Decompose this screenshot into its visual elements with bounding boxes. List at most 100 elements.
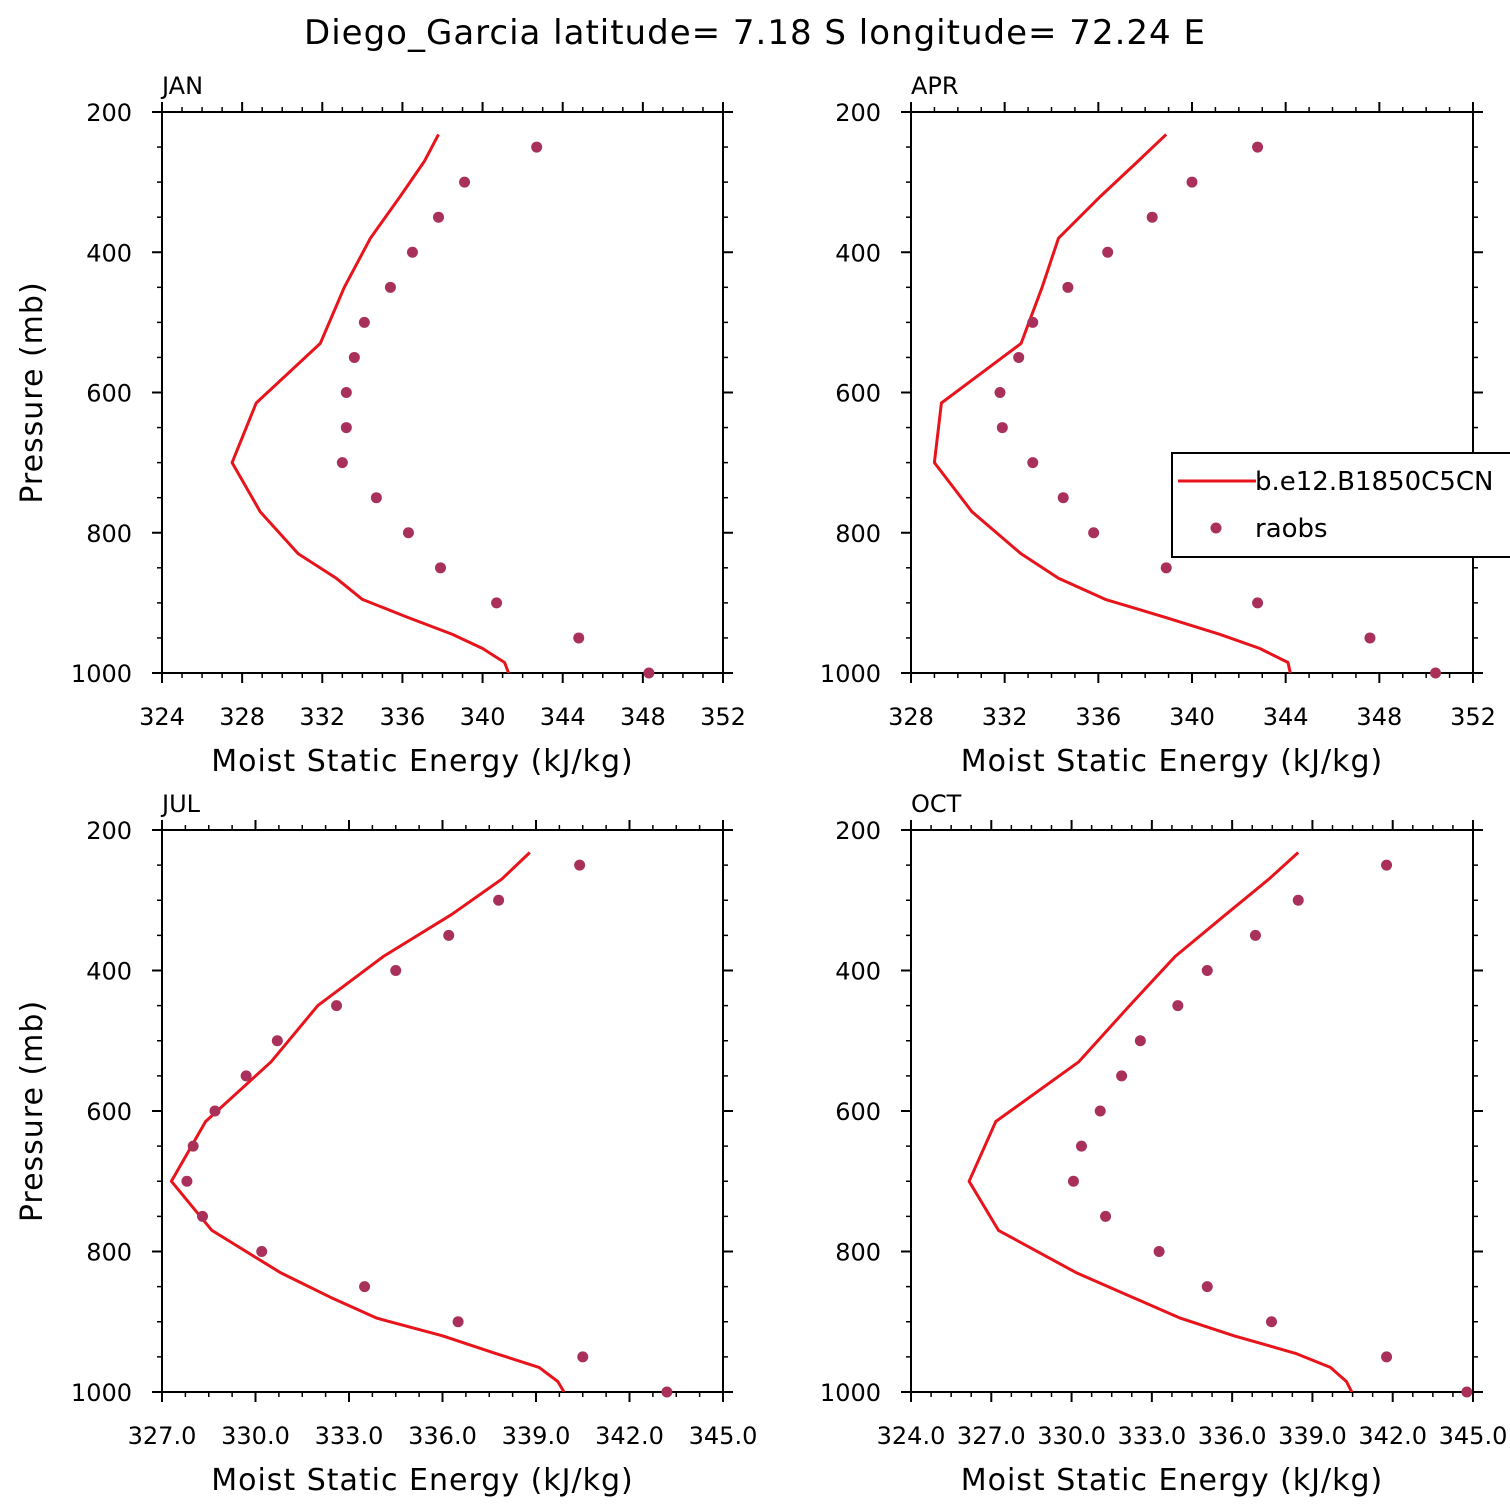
raobs-point xyxy=(1461,1386,1473,1398)
y-tick-label: 600 xyxy=(835,380,881,408)
raobs-point xyxy=(577,1351,589,1363)
y-tick-label: 400 xyxy=(86,239,132,267)
y-tick-label: 200 xyxy=(835,817,881,845)
raobs-point xyxy=(1062,281,1074,293)
raobs-point xyxy=(340,422,352,434)
raobs-point xyxy=(452,1316,464,1328)
raobs-point xyxy=(1381,859,1393,871)
raobs-point xyxy=(1057,492,1069,504)
x-tick-label: 342.0 xyxy=(595,1422,664,1450)
model-line xyxy=(169,851,566,1392)
x-tick-label: 327.0 xyxy=(957,1422,1026,1450)
raobs-point xyxy=(384,281,396,293)
x-tick-label: 332 xyxy=(982,703,1028,731)
x-tick-label: 342.0 xyxy=(1358,1422,1427,1450)
raobs-point xyxy=(1146,211,1158,223)
panel-jan: 324 328 332 336 340 344 348 352 200 400 600 800 1000… xyxy=(15,72,746,779)
raobs-point xyxy=(402,527,414,539)
raobs-point xyxy=(240,1070,252,1082)
x-tick-label: 333.0 xyxy=(1117,1422,1186,1450)
raobs-point xyxy=(1172,1000,1184,1012)
raobs-point xyxy=(573,632,585,644)
raobs-point xyxy=(432,211,444,223)
legend: b.e12.B1850C5CN raobs xyxy=(1171,452,1510,558)
raobs-point xyxy=(256,1246,268,1257)
raobs-point xyxy=(340,387,352,398)
series-group xyxy=(230,133,511,673)
raobs-point xyxy=(1134,1035,1146,1047)
x-axis-label: Moist Static Energy (kJ/kg) xyxy=(211,744,634,779)
series-group xyxy=(967,851,1354,1392)
raobs-point xyxy=(1088,527,1100,539)
raobs-point xyxy=(271,1035,283,1047)
model-line xyxy=(230,133,511,673)
raobs-point xyxy=(209,1105,221,1117)
raobs-point xyxy=(1116,1070,1128,1082)
raobs-point xyxy=(643,667,655,679)
series-group xyxy=(169,851,566,1392)
raobs-point xyxy=(1102,246,1114,258)
y-tick-label: 800 xyxy=(835,520,881,548)
raobs-point xyxy=(406,246,418,258)
x-tick-label: 336.0 xyxy=(1198,1422,1267,1450)
raobs-point xyxy=(996,422,1008,434)
raobs-point xyxy=(1252,597,1264,609)
x-tick-label: 336.0 xyxy=(408,1422,477,1450)
raobs-point xyxy=(1252,141,1264,153)
raobs-point xyxy=(1027,316,1039,328)
raobs-point xyxy=(348,351,360,363)
raobs-point xyxy=(331,1000,343,1012)
y-tick-label: 400 xyxy=(835,239,881,267)
x-tick-label: 333.0 xyxy=(315,1422,384,1450)
plot-frame xyxy=(161,111,724,674)
y-tick-label: 800 xyxy=(86,1239,132,1267)
x-axis-label: Moist Static Energy (kJ/kg) xyxy=(961,1463,1384,1498)
y-tick-label: 800 xyxy=(835,1239,881,1267)
plot-frame xyxy=(910,829,1474,1393)
raobs-point xyxy=(434,562,446,574)
y-tick-label: 200 xyxy=(86,817,132,845)
x-tick-label: 352 xyxy=(700,703,746,731)
y-tick-label: 600 xyxy=(86,1098,132,1126)
x-tick-label: 340 xyxy=(1169,703,1215,731)
raobs-point xyxy=(994,387,1006,398)
x-tick-label: 345.0 xyxy=(1439,1422,1508,1450)
panel-month-label: JAN xyxy=(160,72,203,100)
panel-month-label: JUL xyxy=(160,790,201,818)
y-axis-label: Pressure (mb) xyxy=(15,281,50,503)
x-tick-label: 328 xyxy=(219,703,265,731)
raobs-point xyxy=(1153,1246,1165,1257)
raobs-point xyxy=(390,965,402,976)
y-tick-label: 600 xyxy=(835,1098,881,1126)
raobs-point xyxy=(491,597,503,609)
x-tick-label: 330.0 xyxy=(1037,1422,1106,1450)
y-axis-label: Pressure (mb) xyxy=(15,1000,50,1222)
raobs-point xyxy=(1249,929,1261,941)
x-tick-label: 344 xyxy=(1263,703,1309,731)
legend-label-model: b.e12.B1850C5CN xyxy=(1255,467,1493,497)
raobs-point xyxy=(531,141,543,153)
panel-oct: 324.0 327.0 330.0 333.0 336.0 339.0 342.0 345.0… xyxy=(820,790,1507,1498)
x-tick-label: 336 xyxy=(380,703,426,731)
raobs-point xyxy=(1067,1175,1079,1187)
raobs-point xyxy=(459,176,471,188)
panel-apr: 328 332 336 340 344 348 352 200 400 600 800 1000 APR… xyxy=(820,72,1510,779)
x-tick-label: 352 xyxy=(1450,703,1496,731)
raobs-point xyxy=(1075,1140,1087,1152)
raobs-point xyxy=(1364,632,1376,644)
raobs-point xyxy=(1201,1281,1213,1293)
raobs-point xyxy=(1265,1316,1277,1328)
panel-month-label: OCT xyxy=(911,790,962,818)
x-tick-label: 348 xyxy=(1356,703,1402,731)
legend-marker-swatch xyxy=(1210,522,1222,534)
raobs-point xyxy=(370,492,382,504)
x-tick-label: 327.0 xyxy=(128,1422,197,1450)
raobs-point xyxy=(187,1140,199,1152)
x-tick-label: 336 xyxy=(1075,703,1121,731)
x-tick-label: 340 xyxy=(460,703,506,731)
legend-box xyxy=(1171,452,1510,558)
raobs-point xyxy=(661,1386,673,1398)
panels: 324 328 332 336 340 344 348 352 200 400 600 800 1000… xyxy=(15,72,1510,1498)
x-tick-label: 339.0 xyxy=(1278,1422,1347,1450)
